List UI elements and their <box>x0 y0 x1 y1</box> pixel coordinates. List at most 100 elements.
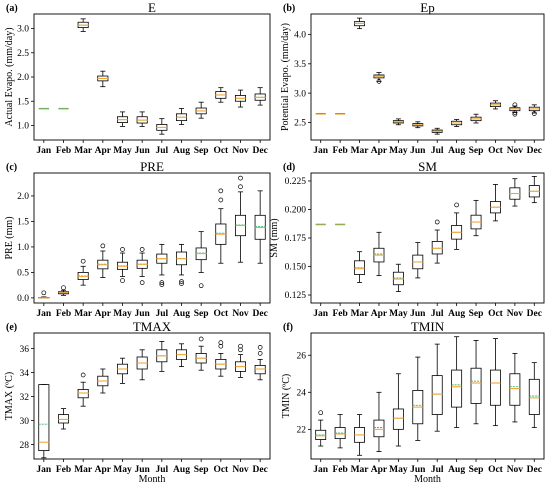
x-tick-label-nov: Nov <box>232 309 249 319</box>
x-tick-label-nov: Nov <box>507 465 524 475</box>
box-may <box>116 357 129 384</box>
box-dec <box>254 190 266 264</box>
x-tick-label-jun: Jun <box>410 465 426 475</box>
x-tick-label-jan: Jan <box>313 309 329 319</box>
y-tick-label: 32 <box>20 393 30 403</box>
x-axis-label: Month <box>139 474 166 485</box>
outlier-point <box>454 202 459 208</box>
box-sep <box>470 340 482 425</box>
y-tick-label: 1.5 <box>17 97 29 107</box>
x-tick-label-mar: Mar <box>74 465 93 475</box>
box-aug <box>175 108 188 125</box>
box-oct <box>215 340 227 377</box>
box-sep <box>470 199 482 237</box>
x-tick-label-apr: Apr <box>371 309 388 319</box>
iqr-box <box>431 375 443 415</box>
y-tick-label: 2.0 <box>17 192 29 202</box>
box-mar <box>354 17 365 30</box>
outlier-point <box>80 258 86 264</box>
box-jul <box>156 118 168 135</box>
iqr-box <box>392 408 404 430</box>
box-mar <box>354 414 365 456</box>
y-tick-label: 24 <box>297 388 307 398</box>
x-tick-label-mar: Mar <box>351 146 370 156</box>
panel-label: (d) <box>283 162 295 173</box>
box-dec <box>528 176 540 204</box>
y-tick-label: 34 <box>20 369 30 379</box>
outlier-point <box>512 110 518 115</box>
box-aug <box>451 202 463 250</box>
box-nov <box>509 178 521 207</box>
plot-frame <box>33 332 271 460</box>
x-tick-label-jan: Jan <box>36 309 52 319</box>
box-mar <box>77 372 89 407</box>
box-oct <box>490 100 501 110</box>
outlier-point <box>257 345 263 350</box>
panel-title: TMIN <box>411 319 445 334</box>
outlier-point <box>531 111 537 116</box>
box-jul <box>431 219 443 264</box>
x-tick-label-oct: Oct <box>488 146 504 156</box>
y-axis-label: Potential Evapo. (mm/day) <box>280 23 291 131</box>
iqr-box <box>392 271 404 286</box>
box-aug <box>451 336 463 428</box>
iqr-box <box>470 367 482 404</box>
x-tick-label-oct: Oct <box>213 465 229 475</box>
y-axis-label: PRE (mm) <box>4 216 15 259</box>
x-tick-label-feb: Feb <box>56 465 71 475</box>
x-tick-label-sep: Sep <box>469 146 484 156</box>
box-dec <box>254 87 266 106</box>
iqr-box <box>451 369 463 408</box>
x-tick-label-dec: Dec <box>527 465 542 475</box>
box-apr <box>97 243 109 278</box>
panel-title: PRE <box>140 159 164 174</box>
y-tick-label: 0.175 <box>285 234 307 244</box>
box-aug <box>175 343 188 368</box>
y-tick-label: 30 <box>20 417 30 427</box>
x-tick-label-apr: Apr <box>95 309 112 319</box>
panel-title: Ep <box>420 0 434 15</box>
x-tick-label-apr: Apr <box>95 465 112 475</box>
x-tick-label-mar: Mar <box>74 309 93 319</box>
outlier-point <box>512 111 518 117</box>
plot-frame <box>310 13 545 141</box>
x-tick-label-apr: Apr <box>371 465 388 475</box>
y-tick-label: 22 <box>297 426 307 436</box>
x-tick-label-jul: Jul <box>431 146 444 156</box>
x-tick-label-feb: Feb <box>332 465 347 475</box>
outlier-point <box>238 343 243 349</box>
plot-frame <box>310 172 545 304</box>
box-mar <box>354 251 365 283</box>
x-tick-label-dec: Dec <box>253 465 268 475</box>
outlier-point <box>218 340 224 345</box>
box-mar <box>77 18 89 32</box>
x-tick-label-nov: Nov <box>232 465 249 475</box>
box-oct <box>490 184 501 222</box>
x-tick-label-feb: Feb <box>332 146 347 156</box>
box-jun <box>412 356 424 441</box>
outlier-point <box>139 247 145 252</box>
box-apr <box>97 70 109 88</box>
outlier-point <box>198 283 204 289</box>
panel-label: (b) <box>283 3 295 14</box>
box-nov <box>509 352 521 423</box>
x-tick-label-oct: Oct <box>488 465 504 475</box>
x-tick-label-dec: Dec <box>527 309 542 319</box>
panel-title: E <box>148 0 156 15</box>
box-jul <box>431 127 443 135</box>
iqr-box <box>490 369 501 406</box>
x-tick-label-feb: Feb <box>332 309 347 319</box>
outlier-point <box>179 279 184 284</box>
iqr-box <box>528 378 540 415</box>
x-tick-label-feb: Feb <box>56 146 71 156</box>
iqr-box <box>38 384 50 452</box>
box-aug <box>175 243 188 286</box>
box-dec <box>528 362 540 428</box>
box-apr <box>373 391 385 452</box>
box-jul <box>156 243 168 287</box>
iqr-box <box>373 419 385 438</box>
box-may <box>116 247 129 283</box>
box-apr <box>373 72 385 84</box>
x-tick-label-jul: Jul <box>155 465 168 475</box>
